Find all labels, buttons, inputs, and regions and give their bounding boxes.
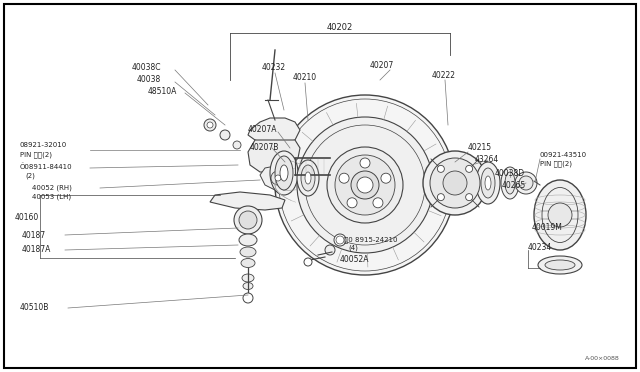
Circle shape bbox=[351, 171, 379, 199]
Ellipse shape bbox=[501, 167, 519, 199]
Text: 00921-43510: 00921-43510 bbox=[540, 152, 587, 158]
Circle shape bbox=[243, 293, 253, 303]
Circle shape bbox=[373, 198, 383, 208]
Text: 40202: 40202 bbox=[327, 23, 353, 32]
Text: 40038C: 40038C bbox=[132, 64, 161, 73]
Circle shape bbox=[437, 194, 444, 201]
Polygon shape bbox=[248, 118, 300, 145]
Circle shape bbox=[325, 245, 335, 255]
Text: ⑈0 8915-24210: ⑈0 8915-24210 bbox=[344, 237, 397, 243]
Text: 40207: 40207 bbox=[370, 61, 394, 70]
Circle shape bbox=[304, 258, 312, 266]
Text: 40053 (LH): 40053 (LH) bbox=[32, 194, 71, 200]
Polygon shape bbox=[210, 192, 285, 210]
Circle shape bbox=[443, 171, 467, 195]
Circle shape bbox=[234, 206, 262, 234]
Text: 40038: 40038 bbox=[137, 76, 161, 84]
Circle shape bbox=[220, 130, 230, 140]
Circle shape bbox=[357, 177, 373, 193]
Ellipse shape bbox=[240, 247, 256, 257]
Circle shape bbox=[515, 172, 537, 194]
Text: 40187A: 40187A bbox=[22, 246, 51, 254]
Text: (4): (4) bbox=[348, 245, 358, 251]
Ellipse shape bbox=[270, 151, 298, 195]
Ellipse shape bbox=[280, 165, 288, 181]
Circle shape bbox=[381, 173, 391, 183]
Polygon shape bbox=[248, 140, 300, 172]
Circle shape bbox=[430, 158, 480, 208]
Text: 43264: 43264 bbox=[475, 155, 499, 164]
Circle shape bbox=[334, 234, 346, 246]
Circle shape bbox=[204, 119, 216, 131]
Circle shape bbox=[347, 198, 357, 208]
Text: 40222: 40222 bbox=[432, 71, 456, 80]
Text: 48510A: 48510A bbox=[148, 87, 177, 96]
Text: 40052 (RH): 40052 (RH) bbox=[32, 185, 72, 191]
Text: 40234: 40234 bbox=[528, 244, 552, 253]
Circle shape bbox=[233, 141, 241, 149]
Text: 40038D: 40038D bbox=[495, 169, 525, 177]
Circle shape bbox=[466, 194, 473, 201]
Ellipse shape bbox=[241, 259, 255, 267]
Ellipse shape bbox=[485, 176, 491, 190]
Ellipse shape bbox=[301, 165, 315, 191]
Text: (2): (2) bbox=[25, 173, 35, 179]
Circle shape bbox=[336, 236, 344, 244]
Circle shape bbox=[339, 173, 349, 183]
Circle shape bbox=[275, 175, 281, 181]
Text: 40232: 40232 bbox=[262, 64, 286, 73]
Circle shape bbox=[327, 147, 403, 223]
Ellipse shape bbox=[242, 274, 254, 282]
Text: 40052A: 40052A bbox=[340, 256, 369, 264]
Text: 40019M: 40019M bbox=[532, 224, 563, 232]
Text: Ô08911-84410: Ô08911-84410 bbox=[20, 164, 72, 170]
Text: PIN ピン(2): PIN ピン(2) bbox=[20, 152, 52, 158]
Ellipse shape bbox=[476, 162, 500, 204]
Text: 40187: 40187 bbox=[22, 231, 46, 240]
Ellipse shape bbox=[545, 260, 575, 270]
Circle shape bbox=[207, 122, 213, 128]
Ellipse shape bbox=[243, 282, 253, 289]
Circle shape bbox=[519, 176, 533, 190]
Text: A·00×0088: A·00×0088 bbox=[585, 356, 620, 360]
Circle shape bbox=[437, 166, 444, 172]
Text: 40207B: 40207B bbox=[250, 144, 280, 153]
Text: 40265: 40265 bbox=[502, 180, 526, 189]
Circle shape bbox=[466, 166, 473, 172]
Text: 40215: 40215 bbox=[468, 144, 492, 153]
Circle shape bbox=[423, 151, 487, 215]
Text: 40510B: 40510B bbox=[20, 304, 49, 312]
Text: 40160: 40160 bbox=[15, 214, 39, 222]
Text: 08921-32010: 08921-32010 bbox=[20, 142, 67, 148]
Text: PIN ピン(2): PIN ピン(2) bbox=[540, 161, 572, 167]
Ellipse shape bbox=[481, 168, 495, 198]
Circle shape bbox=[360, 158, 370, 168]
Ellipse shape bbox=[275, 156, 293, 190]
Ellipse shape bbox=[297, 160, 319, 196]
Text: 40207A: 40207A bbox=[248, 125, 278, 135]
Text: 40210: 40210 bbox=[293, 74, 317, 83]
Ellipse shape bbox=[505, 172, 515, 194]
Ellipse shape bbox=[305, 172, 311, 184]
Circle shape bbox=[271, 171, 285, 185]
Ellipse shape bbox=[534, 180, 586, 250]
Circle shape bbox=[239, 211, 257, 229]
Circle shape bbox=[275, 95, 455, 275]
Ellipse shape bbox=[239, 234, 257, 246]
Circle shape bbox=[297, 117, 433, 253]
Circle shape bbox=[335, 155, 395, 215]
Circle shape bbox=[548, 203, 572, 227]
Ellipse shape bbox=[538, 256, 582, 274]
Polygon shape bbox=[260, 165, 295, 190]
